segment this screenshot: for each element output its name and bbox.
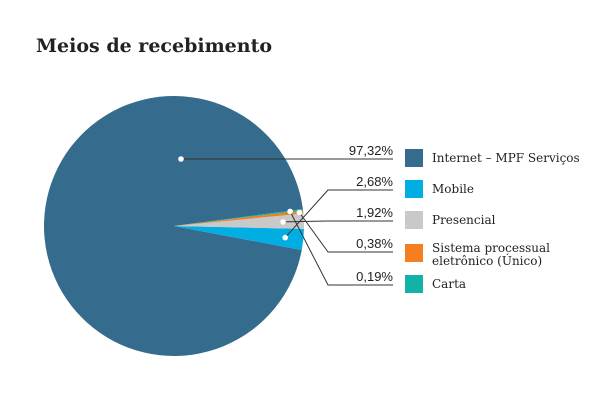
legend-label: Sistema processual eletrônico (Único) — [432, 241, 550, 268]
slice-sistema-processual-eletronico-unico — [174, 210, 304, 226]
legend-label: Carta — [432, 277, 466, 291]
percentage-label: 0,38% — [356, 236, 393, 251]
slice-presencial — [174, 213, 305, 229]
legend-swatch — [405, 149, 423, 167]
legend-swatch — [405, 275, 423, 293]
leader-line — [289, 211, 393, 286]
leader-line — [298, 212, 393, 253]
leader-dot — [296, 209, 303, 216]
slice-carta — [174, 209, 304, 226]
percentage-label: 0,19% — [356, 269, 393, 284]
legend: Internet – MPF Serviços Mobile Presencial S… — [405, 149, 580, 293]
legend-label: Mobile — [432, 182, 474, 196]
percentage-label: 1,92% — [356, 205, 393, 220]
slice-internet-mpf-servicos — [44, 96, 303, 357]
chart-title: Meios de recebimento — [36, 35, 272, 57]
legend-swatch — [405, 244, 423, 262]
legend-label: Internet – MPF Serviços — [432, 151, 580, 165]
leader-line — [283, 220, 393, 223]
percentage-labels: 97,32% 2,68% 1,92% 0,38% 0,19% — [349, 143, 394, 284]
slice-mobile — [174, 226, 304, 251]
leader-dot — [280, 219, 286, 225]
leader-dot — [282, 234, 289, 241]
percentage-label: 97,32% — [349, 143, 394, 158]
leader-dot — [287, 208, 293, 215]
pie-slices — [44, 96, 305, 357]
legend-swatch — [405, 180, 423, 198]
leader-lines — [178, 156, 393, 286]
legend-label: Presencial — [432, 213, 496, 227]
leader-dot — [178, 156, 184, 162]
legend-swatch — [405, 211, 423, 229]
percentage-label: 2,68% — [356, 174, 393, 189]
